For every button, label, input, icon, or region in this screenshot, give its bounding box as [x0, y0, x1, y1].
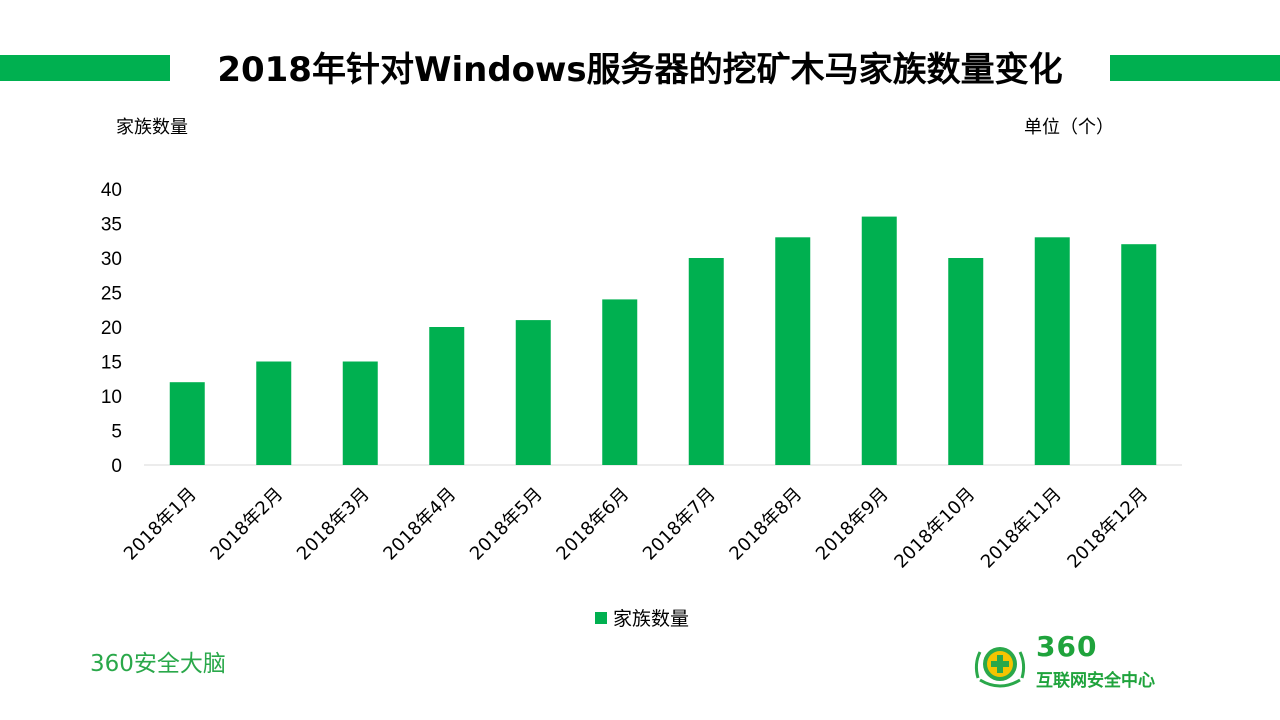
brand-text: 360安全大脑	[90, 651, 226, 677]
x-tick-label: 2018年7月	[639, 484, 720, 565]
y-axis-label: 家族数量	[116, 117, 188, 138]
title-bar-left	[0, 55, 170, 81]
bar	[429, 327, 465, 465]
legend-label: 家族数量	[613, 608, 690, 630]
legend: 家族数量	[595, 604, 689, 631]
bar	[602, 299, 638, 465]
bar	[1034, 237, 1070, 465]
bar	[688, 258, 724, 465]
bar	[515, 320, 551, 465]
y-tick-label: 10	[101, 387, 122, 408]
bar	[169, 382, 205, 465]
x-tick-label: 2018年5月	[466, 484, 547, 565]
x-tick-label: 2018年1月	[120, 484, 201, 565]
360-plus-emblem-icon	[974, 647, 1026, 688]
y-tick-label: 20	[101, 318, 122, 339]
bar	[256, 361, 292, 465]
x-tick-label: 2018年3月	[293, 484, 374, 565]
bar	[342, 361, 378, 465]
y-tick-label: 5	[111, 422, 122, 443]
logo: 360 互联网安全中心	[970, 630, 1190, 694]
legend-swatch	[595, 611, 607, 624]
logo-number: 360	[1036, 630, 1098, 663]
bar	[1121, 244, 1157, 465]
x-tick-label: 2018年9月	[812, 484, 893, 565]
title-bar-right	[1110, 55, 1280, 81]
bar	[861, 216, 897, 465]
x-tick-label: 2018年6月	[552, 484, 633, 565]
bar	[775, 237, 811, 465]
bar	[948, 258, 984, 465]
x-tick-label: 2018年2月	[206, 484, 287, 565]
x-tick-label: 2018年8月	[725, 484, 806, 565]
logo-subtitle: 互联网安全中心	[1036, 671, 1155, 691]
y-tick-label: 25	[101, 284, 122, 305]
x-tick-label: 2018年12月	[1063, 484, 1152, 573]
x-tick-label: 2018年10月	[890, 484, 979, 573]
chart-title: 2018年针对Windows服务器的挖矿木马家族数量变化	[217, 50, 1063, 90]
unit-label: 单位（个）	[1024, 117, 1114, 138]
y-tick-label: 40	[101, 180, 122, 201]
y-tick-label: 0	[111, 456, 122, 477]
x-tick-label: 2018年4月	[379, 484, 460, 565]
x-tick-label: 2018年11月	[977, 484, 1066, 573]
y-tick-label: 30	[101, 249, 122, 270]
y-tick-label: 15	[101, 353, 122, 374]
y-tick-label: 35	[101, 215, 122, 236]
